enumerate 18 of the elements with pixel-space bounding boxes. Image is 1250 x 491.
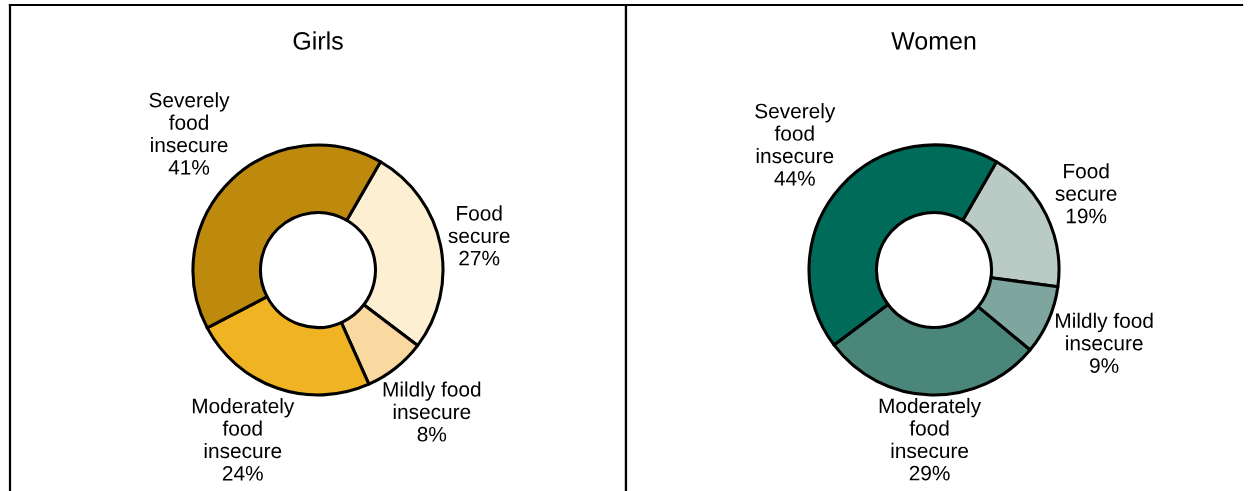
data-label: 24% (222, 465, 263, 481)
slice-label: Food secure (1055, 163, 1117, 201)
data-label: 44% (774, 171, 815, 186)
slice-label: Moderately food insecure (879, 397, 982, 459)
data-label: 19% (1066, 208, 1107, 224)
data-label: 27% (459, 250, 500, 266)
slice-label: Moderately food insecure (192, 398, 295, 459)
slice-label: Severely food insecure (149, 92, 230, 153)
slice-label: Food secure (448, 205, 510, 244)
data-label: 9% (1090, 358, 1119, 373)
data-label: 8% (417, 426, 447, 442)
data-label: 29% (909, 465, 950, 481)
slice-label: Severely food insecure (755, 103, 836, 164)
slice-label: Mildly food insecure (383, 381, 481, 420)
chart-title: Girls (293, 31, 343, 50)
chart-title: Women (891, 32, 976, 50)
data-label: 41% (168, 160, 210, 175)
slice-label: Mildly food insecure (1056, 312, 1153, 351)
